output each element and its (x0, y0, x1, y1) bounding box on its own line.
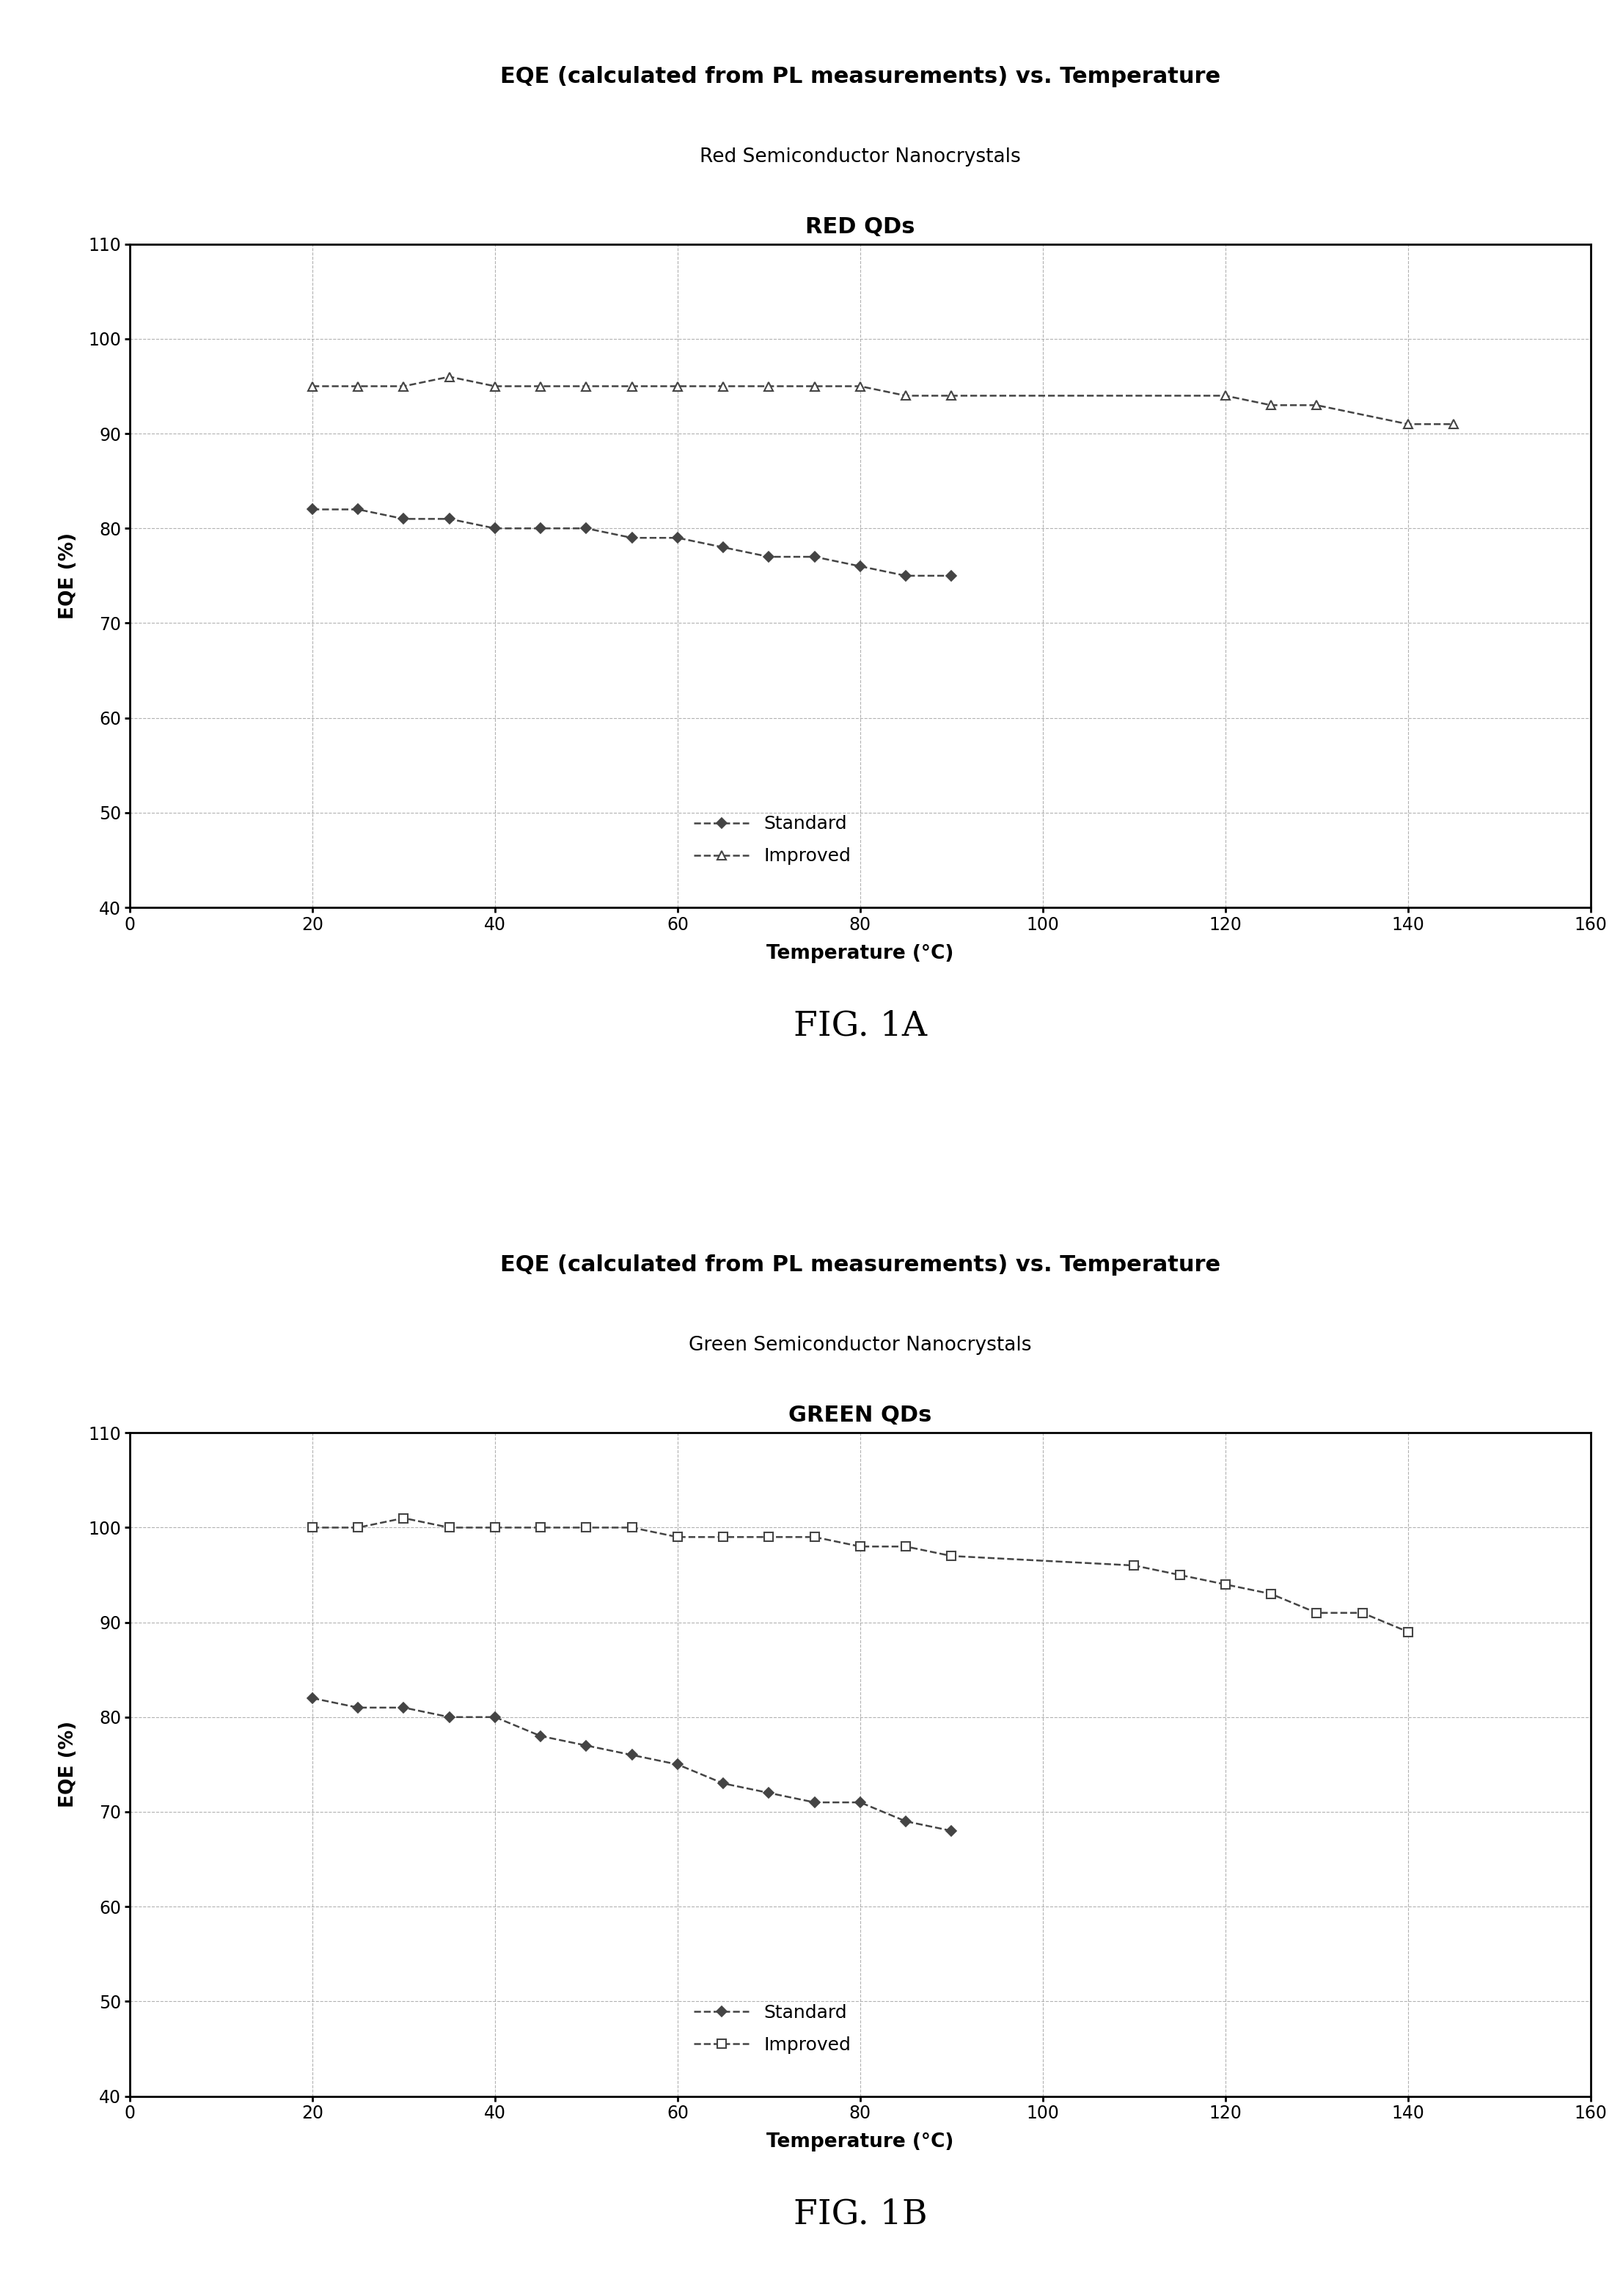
Improved (531, 372, 550, 400)
Standard (941, 1816, 961, 1844)
Text: Red Semiconductor Nanocrystals: Red Semiconductor Nanocrystals (700, 147, 1021, 165)
Improved (1444, 411, 1464, 439)
Improved (1307, 1598, 1326, 1626)
Improved (1216, 381, 1235, 409)
Improved (440, 1513, 459, 1541)
Improved (349, 1513, 368, 1541)
Standard (302, 1685, 321, 1713)
Improved (440, 363, 459, 390)
Improved (896, 1534, 915, 1561)
Standard (576, 1731, 596, 1759)
Improved (1352, 1598, 1371, 1626)
Improved (714, 1522, 734, 1550)
Improved (394, 372, 414, 400)
Legend: Standard, Improved: Standard, Improved (695, 815, 850, 866)
Improved (394, 1504, 414, 1531)
Improved (531, 1513, 550, 1541)
Standard (394, 1694, 414, 1722)
Standard (941, 563, 961, 590)
Text: FIG. 1B: FIG. 1B (794, 2197, 927, 2232)
Improved (1399, 1619, 1419, 1646)
Improved (805, 1522, 824, 1550)
Y-axis label: EQE (%): EQE (%) (58, 1722, 78, 1807)
Improved (349, 372, 368, 400)
Standard (622, 1740, 641, 1768)
Improved (1216, 1570, 1235, 1598)
Text: EQE (calculated from PL measurements) vs. Temperature: EQE (calculated from PL measurements) vs… (500, 1254, 1220, 1277)
Y-axis label: EQE (%): EQE (%) (58, 533, 78, 620)
Standard (576, 514, 596, 542)
Improved (941, 381, 961, 409)
Standard (714, 533, 734, 560)
Improved (896, 381, 915, 409)
Line: Improved: Improved (308, 1513, 1412, 1637)
Standard (349, 1694, 368, 1722)
Improved (1170, 1561, 1190, 1589)
Improved (714, 372, 734, 400)
Line: Standard: Standard (308, 1694, 954, 1835)
Improved (850, 1534, 870, 1561)
Standard (302, 496, 321, 523)
Improved (1399, 411, 1419, 439)
Standard (669, 1750, 688, 1777)
Line: Standard: Standard (308, 505, 954, 579)
Standard (760, 1779, 779, 1807)
Standard (349, 496, 368, 523)
Improved (760, 372, 779, 400)
Improved (302, 372, 321, 400)
Text: FIG. 1A: FIG. 1A (794, 1010, 927, 1042)
Standard (485, 514, 505, 542)
Standard (485, 1704, 505, 1731)
Standard (531, 1722, 550, 1750)
Improved (1261, 390, 1281, 418)
Standard (805, 544, 824, 572)
Text: RED QDs: RED QDs (805, 216, 915, 236)
Standard (896, 1807, 915, 1835)
X-axis label: Temperature (°C): Temperature (°C) (766, 944, 954, 962)
Improved (850, 372, 870, 400)
Improved (805, 372, 824, 400)
X-axis label: Temperature (°C): Temperature (°C) (766, 2133, 954, 2151)
Improved (669, 372, 688, 400)
Standard (850, 553, 870, 581)
Improved (485, 372, 505, 400)
Standard (531, 514, 550, 542)
Standard (669, 523, 688, 551)
Legend: Standard, Improved: Standard, Improved (695, 2004, 850, 2055)
Improved (302, 1513, 321, 1541)
Improved (576, 1513, 596, 1541)
Standard (760, 544, 779, 572)
Standard (714, 1770, 734, 1798)
Text: Green Semiconductor Nanocrystals: Green Semiconductor Nanocrystals (688, 1336, 1032, 1355)
Improved (1261, 1580, 1281, 1607)
Improved (669, 1522, 688, 1550)
Improved (576, 372, 596, 400)
Standard (622, 523, 641, 551)
Improved (485, 1513, 505, 1541)
Improved (1307, 390, 1326, 418)
Improved (1125, 1552, 1144, 1580)
Improved (622, 1513, 641, 1541)
Standard (440, 1704, 459, 1731)
Standard (440, 505, 459, 533)
Standard (805, 1789, 824, 1816)
Improved (760, 1522, 779, 1550)
Standard (896, 563, 915, 590)
Text: GREEN QDs: GREEN QDs (789, 1405, 932, 1426)
Standard (850, 1789, 870, 1816)
Standard (394, 505, 414, 533)
Improved (622, 372, 641, 400)
Line: Improved: Improved (308, 372, 1457, 429)
Text: EQE (calculated from PL measurements) vs. Temperature: EQE (calculated from PL measurements) vs… (500, 67, 1220, 87)
Improved (941, 1543, 961, 1570)
